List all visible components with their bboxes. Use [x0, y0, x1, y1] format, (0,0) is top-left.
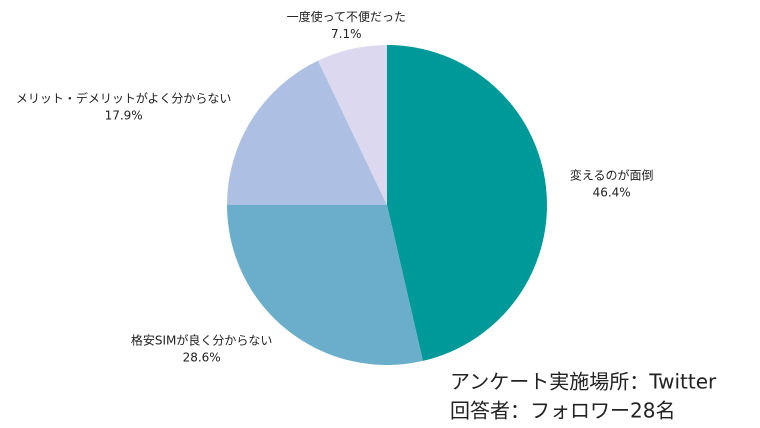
annotation: アンケート実施場所：Twitter — [450, 370, 717, 394]
pie-slice — [227, 205, 423, 365]
value-label: 46.4% — [593, 186, 631, 200]
slice-label: 格安SIMが良く分からない — [131, 332, 273, 347]
pie-slice — [387, 45, 548, 361]
pie-slice — [317, 45, 387, 205]
slice-label: 変えるのが面倒 — [570, 168, 654, 183]
value-label: 17.9% — [105, 108, 143, 122]
slice-label: 一度使って不便だった — [287, 9, 406, 24]
value-label: 28.6% — [183, 350, 221, 364]
slice-label: メリット・デメリットがよく分からない — [16, 90, 231, 105]
value-label: 7.1% — [331, 27, 362, 41]
pie-slice — [227, 60, 387, 205]
annotation: 回答者：フォロワー28名 — [450, 399, 675, 423]
